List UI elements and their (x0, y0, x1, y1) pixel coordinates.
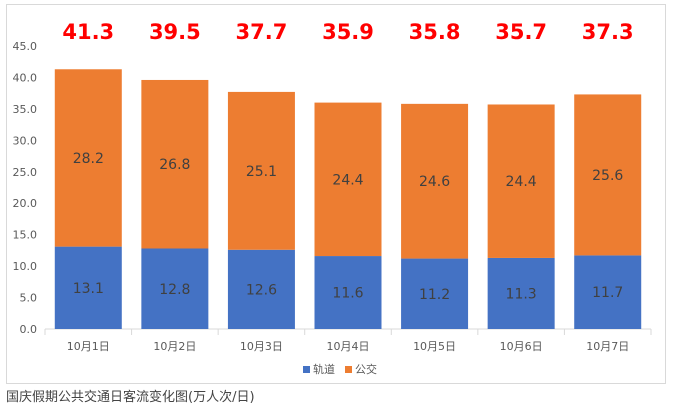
y-tick-label: 5.0 (20, 292, 38, 305)
bar-rail (54, 246, 122, 329)
bar-value-label: 25.1 (246, 164, 277, 180)
bar-rail (227, 249, 295, 329)
bar-value-label: 25.6 (592, 168, 623, 184)
chart-frame: 0.0 5.0 10.0 15.0 20.0 25.0 30.0 35.0 40.0 45.0 13… (6, 4, 666, 384)
total-label: 35.7 (495, 20, 547, 44)
bar-value-label: 24.4 (332, 172, 363, 188)
x-tick-label: 10月1日 (67, 340, 110, 353)
bar-rail (401, 258, 469, 329)
bar-value-label: 11.7 (592, 285, 623, 301)
bar-value-label: 28.2 (73, 151, 104, 167)
legend-swatch (303, 366, 310, 373)
bar-value-label: 24.6 (419, 174, 450, 190)
total-label: 37.3 (582, 20, 634, 44)
bar-value-label: 11.2 (419, 287, 450, 303)
legend-label: 公交 (355, 362, 377, 376)
bar-value-label: 11.6 (332, 286, 363, 302)
chart-caption: 国庆假期公共交通日客流变化图(万人次/日) (6, 390, 255, 405)
bar-value-label: 26.8 (159, 157, 190, 173)
total-label: 41.3 (62, 20, 114, 44)
bar-value-label: 12.6 (246, 282, 277, 298)
x-tick-label: 10月2日 (153, 340, 196, 353)
y-tick-label: 35.0 (13, 103, 38, 116)
x-tick-label: 10月7日 (586, 340, 629, 353)
y-tick-label: 30.0 (13, 134, 38, 147)
total-label: 39.5 (149, 20, 201, 44)
bar-rail (574, 255, 642, 329)
bar-bus (314, 102, 382, 257)
y-tick-label: 40.0 (13, 71, 38, 84)
legend-swatch (345, 366, 352, 373)
bar-value-label: 11.3 (506, 286, 537, 302)
bar-bus (487, 104, 555, 258)
bar-value-label: 13.1 (73, 281, 104, 297)
y-tick-label: 25.0 (13, 166, 38, 179)
bar-value-label: 24.4 (506, 174, 537, 190)
bar-bus (401, 103, 469, 259)
total-label: 35.8 (409, 20, 461, 44)
y-tick-label: 20.0 (13, 197, 38, 210)
total-label: 37.7 (236, 20, 288, 44)
bar-bus (54, 69, 122, 247)
x-tick-label: 10月4日 (327, 340, 370, 353)
bar-bus (141, 79, 209, 249)
total-label: 35.9 (322, 20, 374, 44)
bar-rail (314, 256, 382, 329)
x-tick-label: 10月5日 (413, 340, 456, 353)
bar-bus (227, 91, 295, 250)
legend-label: 轨道 (313, 362, 335, 376)
bar-rail (487, 257, 555, 329)
bar-bus (574, 94, 642, 256)
y-tick-label: 0.0 (20, 323, 38, 336)
stacked-bar-chart: 0.0 5.0 10.0 15.0 20.0 25.0 30.0 35.0 40.0 45.0 13… (13, 20, 652, 376)
y-tick-label: 10.0 (13, 260, 38, 273)
x-tick-label: 10月3日 (240, 340, 283, 353)
y-tick-label: 45.0 (13, 40, 38, 53)
bar-value-label: 12.8 (159, 282, 190, 298)
x-tick-label: 10月6日 (500, 340, 543, 353)
y-tick-label: 15.0 (13, 229, 38, 242)
bar-rail (141, 248, 209, 329)
